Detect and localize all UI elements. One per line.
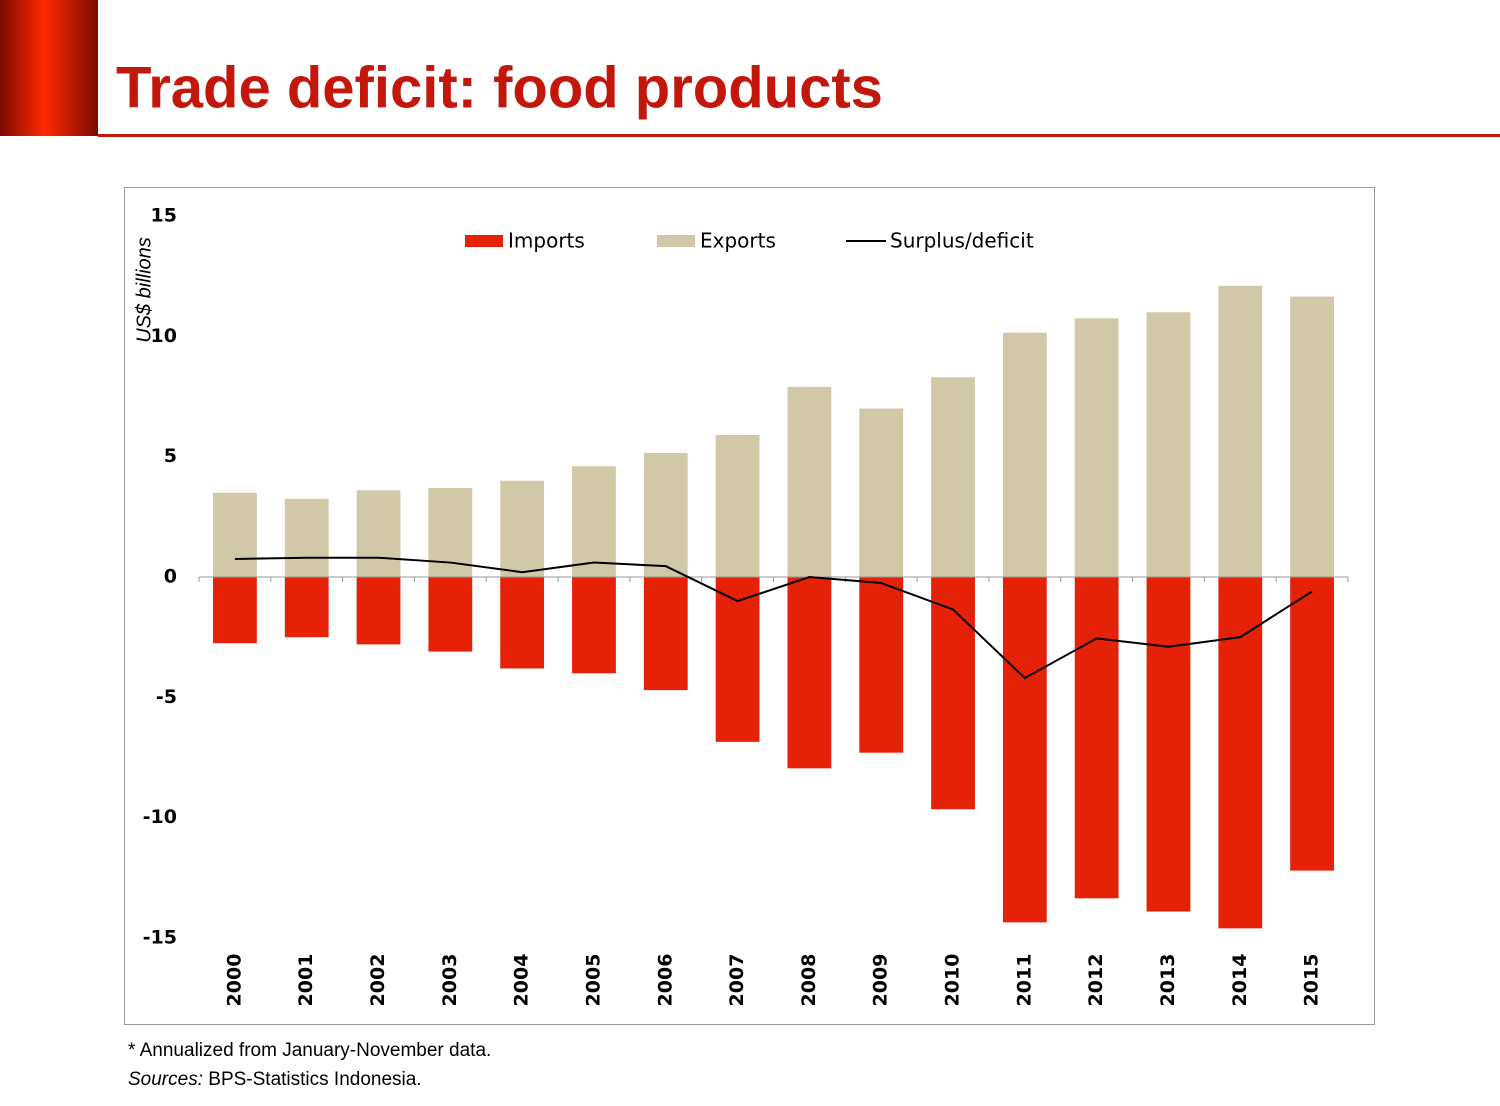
bar [284,577,329,638]
bar [643,453,688,577]
bar [1146,577,1191,912]
bar [715,435,760,577]
y-tick-label: 10 [151,325,177,347]
bar [643,577,688,691]
bar [931,377,975,577]
line [234,556,1313,680]
x-tick-label: 2003 [439,954,461,1007]
bar [572,577,616,674]
bar [356,577,401,645]
x-tick-label: 2007 [726,954,748,1007]
bar [1074,577,1119,899]
x-tick-label: 2013 [1157,954,1179,1007]
bar [931,577,975,810]
legend-swatch [657,235,695,247]
slide-title: Trade deficit: food products [116,55,883,120]
bar [356,490,401,577]
bar [213,492,257,577]
bar [572,466,616,577]
legend-label: Surplus/deficit [890,229,1034,253]
bar [1002,577,1047,923]
bar [428,577,473,652]
x-tick-label: 2005 [582,954,604,1007]
source: Sources: BPS-Statistics Indonesia. [128,1069,422,1090]
bar [1146,312,1191,577]
x-tick-label: 2006 [654,954,676,1007]
bar [1002,332,1047,577]
x-tick-label: 2000 [223,954,245,1007]
source-text: BPS-Statistics Indonesia. [208,1069,421,1090]
bar [787,577,832,769]
y-tick-label: -5 [156,686,177,708]
x-tick-label: 2004 [511,954,533,1007]
x-tick-label: 2012 [1085,954,1107,1007]
x-tick-label: 2008 [798,954,820,1007]
y-tick-label: 0 [164,566,177,588]
bar [1290,296,1334,577]
bar [859,408,904,577]
bar [500,577,545,669]
bar [500,480,545,577]
bar [1218,577,1263,929]
y-tick-label: 15 [151,205,177,227]
title-rule [98,134,1500,137]
y-tick-label: -10 [143,806,177,828]
bar [1218,285,1263,577]
legend-label: Imports [508,229,585,253]
bar [715,577,760,742]
x-tick-label: 2009 [870,954,892,1007]
x-tick-label: 2015 [1301,954,1323,1007]
y-axis-label: US$ billions [133,237,155,343]
y-tick-label: -15 [143,927,177,949]
bar [859,577,904,753]
x-tick-label: 2001 [295,954,317,1007]
chart: US$ billions -15 -10 -5 0 5 10 15 2000 2001 2002 20… [133,205,1349,1007]
x-tick-label: 2014 [1229,954,1251,1007]
bar [1074,318,1119,577]
legend-label: Exports [700,229,776,253]
y-tick-label: 5 [164,445,177,467]
x-tick-label: 2011 [1013,954,1035,1007]
source-label: Sources: [128,1069,203,1090]
x-tick-label: 2010 [942,954,964,1007]
legend-swatch [465,235,503,247]
bar [787,386,832,577]
bar [284,498,329,577]
footnote: * Annualized from January-November data. [128,1040,491,1061]
bar [1290,577,1334,871]
x-tick-label: 2002 [367,954,389,1007]
title-block [0,0,98,136]
bar [213,577,257,644]
